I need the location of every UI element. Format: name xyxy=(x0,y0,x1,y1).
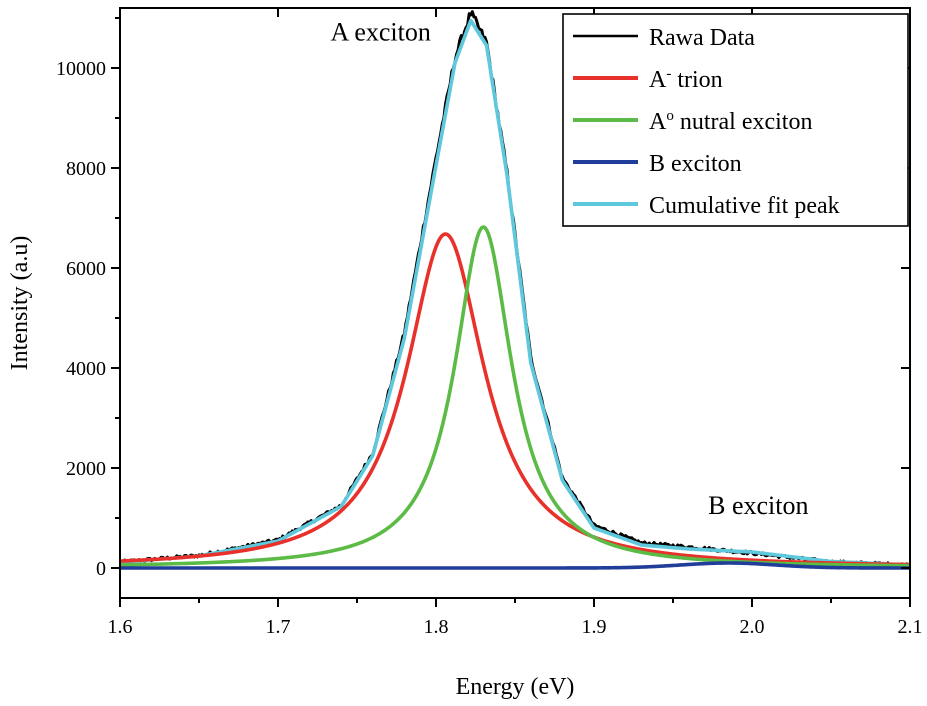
y-tick-label: 0 xyxy=(96,558,106,580)
annotations: A exciton B exciton xyxy=(331,18,809,521)
legend-text: A xyxy=(649,67,667,93)
x-tick-label: 2.0 xyxy=(740,616,765,638)
x-tick-label: 1.6 xyxy=(108,616,133,638)
legend-text-rest: nutral exciton xyxy=(674,109,813,135)
legend-text: A xyxy=(649,109,667,135)
legend-text: Cumulative fit peak xyxy=(649,193,840,219)
x-axis-label: Energy (eV) xyxy=(456,674,575,700)
legend-label-cumulative-fit-peak: Cumulative fit peak xyxy=(649,193,840,219)
legend-text: Rawa Data xyxy=(649,25,755,51)
y-axis-label: Intensity (a.u) xyxy=(7,236,33,371)
x-tick-label: 1.7 xyxy=(266,616,291,638)
y-tick-label: 2000 xyxy=(66,458,106,480)
x-tick-label: 2.1 xyxy=(898,616,923,638)
y-tick-label: 6000 xyxy=(66,258,106,280)
series-line-b-exciton xyxy=(120,561,910,570)
annotation-b-exciton: B exciton xyxy=(708,491,808,520)
plot-area xyxy=(120,10,910,570)
legend-label-a0-nutral-exciton: Ao nutral exciton xyxy=(649,108,812,135)
legend-label-rawa-data: Rawa Data xyxy=(649,25,755,51)
legend-label-a-trion: A- trion xyxy=(649,66,723,93)
legend-superscript: - xyxy=(666,66,671,82)
legend-superscript: o xyxy=(666,108,674,124)
series-line-cumulative-fit-peak xyxy=(120,18,910,567)
y-tick-label: 8000 xyxy=(66,158,106,180)
annotation-a-exciton: A exciton xyxy=(331,18,431,47)
series-line-a-trion xyxy=(120,232,910,567)
legend-label-b-exciton: B exciton xyxy=(649,151,742,177)
legend-text-rest: trion xyxy=(671,67,722,93)
series-line-a0-nutral-exciton xyxy=(120,225,910,568)
x-tick-label: 1.8 xyxy=(424,616,449,638)
legend-text: B exciton xyxy=(649,151,742,177)
y-tick-label: 10000 xyxy=(56,58,106,80)
x-tick-label: 1.9 xyxy=(582,616,607,638)
y-tick-label: 4000 xyxy=(66,358,106,380)
